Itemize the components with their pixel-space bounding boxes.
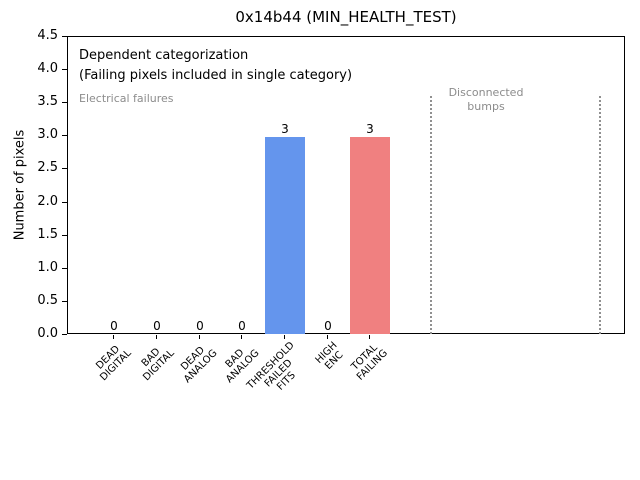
y-tick-mark <box>62 69 67 70</box>
y-tick-mark <box>62 334 67 335</box>
group-divider-dotted-line-left <box>430 96 432 334</box>
bar-threshold-failed-fits <box>265 136 305 334</box>
x-tick-label-dead-analog: DEAD ANALOG <box>179 344 220 386</box>
plot-area: Dependent categorization (Failing pixels… <box>67 36 625 334</box>
y-tick-label: 0.5 <box>37 293 58 308</box>
y-tick-mark <box>62 168 67 169</box>
y-tick-label: 4.0 <box>37 61 58 76</box>
bar-value-label: 0 <box>238 319 246 333</box>
annotation-dependent-categorization: Dependent categorization (Failing pixels… <box>79 48 353 83</box>
group-divider-dotted-line-right <box>599 96 601 334</box>
annotation-disconnected-bumps: Disconnected bumps <box>448 86 524 113</box>
bar-group-dead-analog: 0 <box>179 37 221 334</box>
y-tick-mark <box>62 102 67 103</box>
chart-title: 0x14b44 (MIN_HEALTH_TEST) <box>235 8 457 26</box>
y-tick-label: 0.0 <box>37 326 58 341</box>
y-tick-mark <box>62 36 67 37</box>
x-tick-mark <box>284 335 285 339</box>
x-tick-mark <box>156 335 157 339</box>
annotation-electrical-failures: Electrical failures <box>79 92 174 105</box>
bar-value-label: 0 <box>110 319 118 333</box>
bar-total-failing <box>350 136 390 334</box>
x-tick-mark <box>327 335 328 339</box>
bar-value-label: 3 <box>281 121 289 136</box>
y-tick-label: 2.0 <box>37 194 58 209</box>
y-axis-label: Number of pixels <box>12 129 28 241</box>
bar-group-dead-digital: 0 <box>93 37 135 334</box>
y-tick-mark <box>62 268 67 269</box>
bar-value-label: 3 <box>366 121 374 136</box>
x-tick-mark <box>241 335 242 339</box>
x-tick-label-total-failing: TOTAL FAILING <box>349 342 390 383</box>
y-tick-mark <box>62 235 67 236</box>
bar-value-label: 0 <box>196 319 204 333</box>
bar-value-label: 0 <box>153 319 161 333</box>
y-tick-label: 2.5 <box>37 160 58 175</box>
bar-group-high-enc: 0 <box>307 37 349 334</box>
y-tick-label: 1.0 <box>37 260 58 275</box>
x-tick-label-bad-digital: BAD DIGITAL <box>139 346 177 384</box>
bar-group-threshold-failed-fits: 3 <box>264 37 306 334</box>
x-tick-mark <box>369 335 370 339</box>
bar-group-total-failing: 3 <box>349 37 391 334</box>
y-tick-label: 4.5 <box>37 28 58 43</box>
x-tick-label-high-enc: HIGH ENC <box>313 340 346 373</box>
y-tick-mark <box>62 301 67 302</box>
bar-group-bad-analog: 0 <box>221 37 263 334</box>
y-tick-label: 3.5 <box>37 94 58 109</box>
x-tick-label-dead-digital: DEAD DIGITAL <box>94 343 134 384</box>
bar-group-bad-digital: 0 <box>136 37 178 334</box>
y-tick-label: 1.5 <box>37 227 58 242</box>
y-tick-mark <box>62 202 67 203</box>
y-tick-mark <box>62 135 67 136</box>
y-tick-label: 3.0 <box>37 127 58 142</box>
x-tick-mark <box>113 335 114 339</box>
x-tick-mark <box>199 335 200 339</box>
bar-value-label: 0 <box>324 319 332 333</box>
